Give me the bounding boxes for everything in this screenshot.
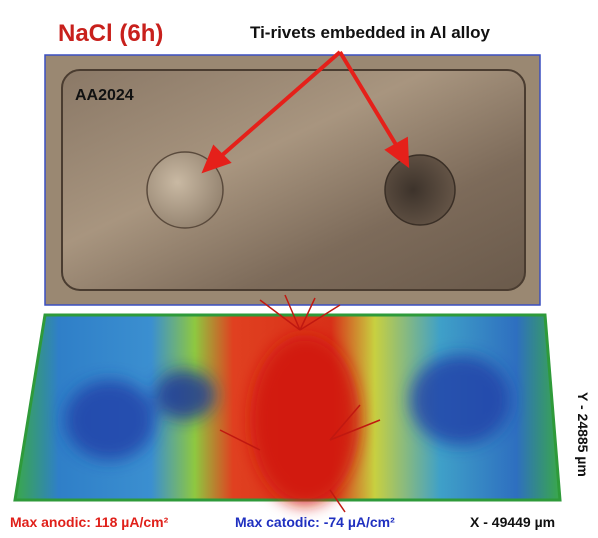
cathodic-area xyxy=(155,370,215,420)
sample-label: AA2024 xyxy=(75,87,134,104)
anodic-area xyxy=(250,335,360,505)
max-catodic: Max catodic: -74 µA/cm² xyxy=(235,514,395,530)
x-dimension: X - 49449 µm xyxy=(470,514,555,530)
page: NaCl (6h) Ti-rivets embedded in Al alloy… xyxy=(0,0,598,533)
figure: NaCl (6h) Ti-rivets embedded in Al alloy… xyxy=(0,0,598,533)
cathodic-area xyxy=(65,380,155,460)
cathodic-area xyxy=(410,355,510,445)
y-dimension: Y - 24885 µm xyxy=(575,392,591,477)
figure-title: NaCl (6h) xyxy=(58,20,163,47)
annotation: Ti-rivets embedded in Al alloy xyxy=(250,23,490,42)
max-anodic: Max anodic: 118 µA/cm² xyxy=(10,514,169,530)
rivet-right xyxy=(385,155,455,225)
